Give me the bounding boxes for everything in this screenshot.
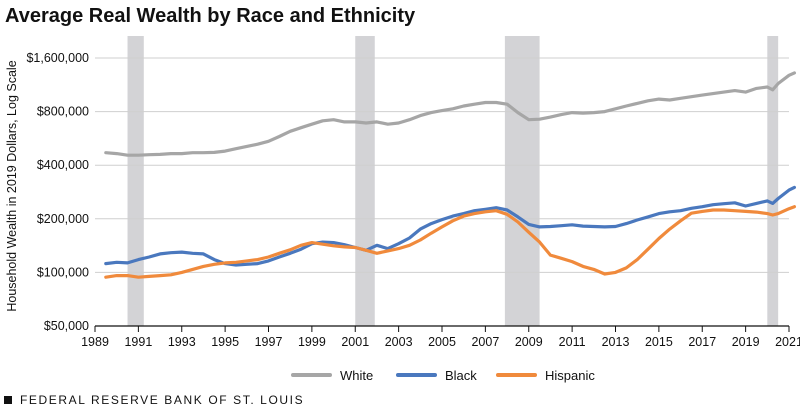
y-tick-label: $1,600,000 <box>26 51 89 65</box>
x-tick-label: 2021 <box>775 335 800 349</box>
footer-square-icon <box>4 396 12 404</box>
y-axis-label: Household Wealth in 2019 Dollars, Log Sc… <box>5 60 19 311</box>
x-tick-label: 1993 <box>168 335 196 349</box>
y-tick-label: $400,000 <box>37 158 89 172</box>
x-tick-label: 2013 <box>602 335 630 349</box>
footer-source: FEDERAL RESERVE BANK OF ST. LOUIS <box>20 393 304 407</box>
series-line-white <box>104 71 797 157</box>
x-tick-label: 2017 <box>688 335 716 349</box>
recession-band-2 <box>504 36 540 326</box>
series-line-black <box>104 185 797 267</box>
x-tick-label: 2011 <box>559 335 586 349</box>
x-tick-label: 2007 <box>471 335 499 349</box>
legend-item-white: White <box>291 368 373 383</box>
x-tick-label: 1995 <box>211 335 239 349</box>
x-tick-label: 1991 <box>124 335 152 349</box>
recession-band-1 <box>355 36 375 326</box>
series-line-hispanic <box>104 205 797 279</box>
legend-label-black: Black <box>445 368 477 383</box>
recession-band-3 <box>767 36 779 326</box>
grid-lines <box>95 57 789 273</box>
y-tick-label: $100,000 <box>37 265 89 279</box>
legend: White Black Hispanic <box>291 368 595 383</box>
legend-item-black: Black <box>396 368 477 383</box>
chart-title: Average Real Wealth by Race and Ethnicit… <box>5 5 416 27</box>
x-tick-label: 2009 <box>515 335 543 349</box>
x-tick-label: 2019 <box>732 335 760 349</box>
y-tick-label: $200,000 <box>37 212 89 226</box>
x-tick-label: 1999 <box>298 335 326 349</box>
x-tick-label: 1997 <box>255 335 283 349</box>
recession-band-0 <box>127 36 144 326</box>
y-tick-label: $50,000 <box>44 319 89 333</box>
legend-label-hispanic: Hispanic <box>545 368 595 383</box>
x-tick-label: 1989 <box>81 335 109 349</box>
recession-shading <box>127 36 779 326</box>
x-tick-label: 2005 <box>428 335 456 349</box>
y-tick-label: $800,000 <box>37 105 89 119</box>
x-tick-label: 2003 <box>385 335 413 349</box>
legend-label-white: White <box>340 368 373 383</box>
series-lines <box>104 71 797 279</box>
x-tick-label: 2001 <box>341 335 369 349</box>
x-tick-label: 2015 <box>645 335 673 349</box>
x-axis-ticks: 1989 1991 1993 1995 1997 1999 2001 2003 2005 2007… <box>81 326 800 349</box>
y-axis-ticks: $50,000 $100,000 $200,000 $400,000 $800,000 $… <box>26 51 89 333</box>
legend-item-hispanic: Hispanic <box>496 368 595 383</box>
